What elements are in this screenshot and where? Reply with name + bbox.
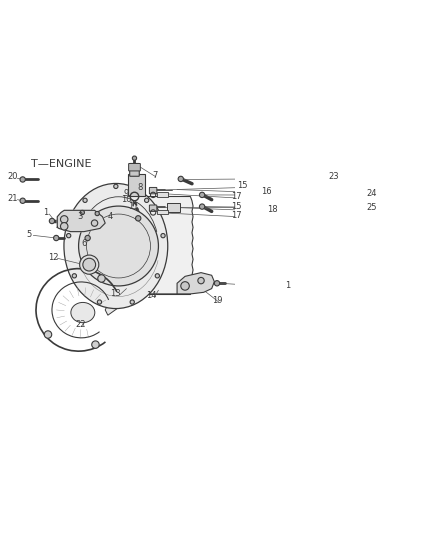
Circle shape — [161, 233, 165, 238]
Circle shape — [135, 216, 141, 221]
Text: 6: 6 — [81, 239, 87, 248]
Circle shape — [44, 331, 52, 338]
Text: 10: 10 — [121, 195, 132, 204]
Circle shape — [92, 220, 98, 227]
Text: 12: 12 — [48, 253, 58, 262]
Circle shape — [20, 198, 25, 204]
FancyBboxPatch shape — [157, 192, 168, 197]
Ellipse shape — [71, 302, 95, 322]
Circle shape — [83, 259, 95, 271]
Text: 16: 16 — [261, 187, 271, 196]
Text: 15: 15 — [231, 201, 242, 211]
Circle shape — [95, 212, 99, 216]
Text: 18: 18 — [268, 205, 278, 214]
Text: 24: 24 — [366, 189, 377, 198]
Text: 8: 8 — [137, 183, 142, 192]
Circle shape — [72, 273, 77, 278]
Text: 21: 21 — [8, 193, 18, 203]
Text: 20: 20 — [8, 172, 18, 181]
FancyBboxPatch shape — [149, 188, 157, 194]
Text: 11: 11 — [128, 201, 139, 211]
Circle shape — [80, 211, 85, 215]
Text: 1: 1 — [285, 281, 290, 290]
Text: 5: 5 — [26, 230, 32, 239]
Text: 25: 25 — [366, 203, 377, 212]
Text: 15: 15 — [237, 181, 247, 190]
Circle shape — [53, 236, 59, 241]
Polygon shape — [57, 211, 105, 232]
Polygon shape — [127, 197, 193, 294]
Circle shape — [198, 277, 204, 284]
Text: 19: 19 — [212, 296, 222, 305]
Text: 23: 23 — [329, 172, 339, 181]
Text: 3: 3 — [78, 212, 83, 221]
Circle shape — [199, 204, 205, 209]
Circle shape — [97, 300, 102, 304]
Circle shape — [92, 341, 99, 349]
Circle shape — [155, 273, 159, 278]
Circle shape — [178, 176, 184, 182]
Circle shape — [130, 300, 134, 304]
Circle shape — [60, 223, 68, 230]
Text: 17: 17 — [231, 211, 242, 220]
FancyBboxPatch shape — [127, 174, 145, 196]
Polygon shape — [105, 294, 127, 315]
Circle shape — [132, 156, 137, 160]
Circle shape — [49, 219, 55, 224]
Circle shape — [214, 280, 220, 286]
Circle shape — [20, 177, 25, 182]
Text: T—ENGINE: T—ENGINE — [31, 159, 91, 169]
Text: 9: 9 — [124, 189, 129, 198]
FancyBboxPatch shape — [157, 209, 168, 214]
Circle shape — [85, 236, 90, 241]
Text: 14: 14 — [146, 291, 157, 300]
Circle shape — [78, 206, 159, 286]
Text: 7: 7 — [152, 171, 157, 180]
Text: 13: 13 — [110, 289, 121, 298]
Text: 17: 17 — [231, 192, 242, 201]
Circle shape — [80, 255, 99, 274]
FancyBboxPatch shape — [167, 204, 180, 212]
Text: 22: 22 — [75, 320, 85, 329]
Circle shape — [60, 216, 68, 223]
Polygon shape — [177, 272, 214, 294]
Ellipse shape — [64, 183, 168, 309]
Circle shape — [145, 198, 149, 203]
Circle shape — [98, 275, 105, 282]
FancyBboxPatch shape — [130, 164, 139, 176]
Circle shape — [114, 184, 118, 189]
Circle shape — [199, 192, 205, 198]
Circle shape — [67, 233, 71, 238]
Text: 4: 4 — [108, 212, 113, 221]
Circle shape — [83, 198, 87, 203]
Text: 1: 1 — [43, 208, 48, 217]
Circle shape — [181, 281, 189, 290]
FancyBboxPatch shape — [129, 164, 140, 171]
FancyBboxPatch shape — [149, 205, 157, 212]
